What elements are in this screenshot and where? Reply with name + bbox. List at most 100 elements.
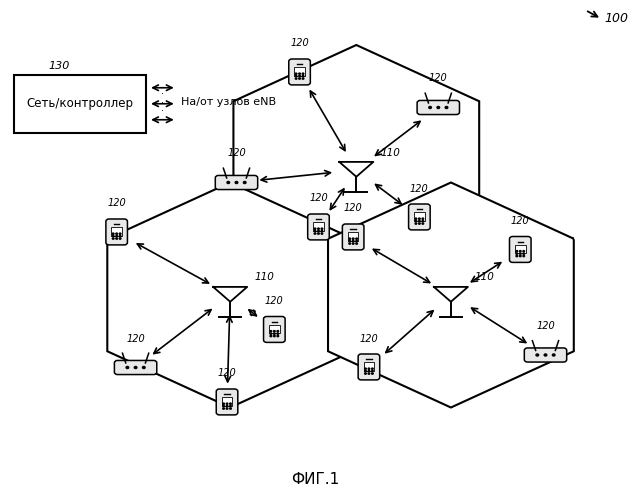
FancyBboxPatch shape [510, 236, 531, 262]
FancyBboxPatch shape [515, 244, 526, 254]
Circle shape [365, 370, 366, 372]
Circle shape [429, 106, 431, 108]
Text: 120: 120 [344, 204, 363, 214]
Text: 120: 120 [511, 216, 529, 226]
Text: 120: 120 [536, 321, 555, 331]
Text: 120: 120 [429, 74, 448, 84]
Circle shape [295, 78, 297, 79]
FancyBboxPatch shape [348, 232, 358, 241]
Circle shape [116, 233, 117, 234]
Text: ·
·
·: · · · [161, 90, 164, 116]
Circle shape [243, 182, 246, 184]
Circle shape [349, 243, 351, 244]
FancyBboxPatch shape [524, 348, 567, 362]
Circle shape [299, 78, 301, 79]
Circle shape [134, 366, 137, 368]
Circle shape [372, 373, 373, 374]
Circle shape [295, 76, 297, 77]
Circle shape [356, 238, 358, 240]
Circle shape [321, 233, 323, 234]
Circle shape [516, 250, 517, 252]
Circle shape [422, 223, 424, 224]
Circle shape [112, 233, 114, 234]
Circle shape [372, 368, 373, 370]
Circle shape [223, 408, 224, 409]
Circle shape [356, 240, 358, 242]
Circle shape [536, 354, 539, 356]
Text: 120: 120 [309, 194, 328, 203]
Text: 120: 120 [290, 38, 309, 48]
Circle shape [415, 218, 417, 220]
Circle shape [415, 220, 417, 222]
Circle shape [353, 240, 354, 242]
Polygon shape [434, 287, 468, 302]
Circle shape [226, 406, 228, 407]
Circle shape [226, 408, 228, 409]
Circle shape [353, 238, 354, 240]
Circle shape [223, 403, 224, 404]
Circle shape [349, 238, 351, 240]
Circle shape [116, 236, 117, 237]
FancyBboxPatch shape [342, 224, 364, 250]
Circle shape [299, 76, 301, 77]
Circle shape [365, 373, 366, 374]
Circle shape [523, 250, 524, 252]
Circle shape [321, 228, 323, 230]
Circle shape [415, 223, 417, 224]
FancyBboxPatch shape [222, 397, 232, 406]
Polygon shape [233, 45, 479, 270]
Text: 110: 110 [380, 148, 400, 158]
Circle shape [544, 354, 547, 356]
Circle shape [112, 238, 114, 239]
FancyBboxPatch shape [294, 67, 305, 76]
Circle shape [314, 230, 316, 232]
Circle shape [552, 354, 555, 356]
FancyBboxPatch shape [358, 354, 380, 380]
Circle shape [356, 243, 358, 244]
Circle shape [270, 333, 272, 334]
Polygon shape [107, 182, 353, 408]
Circle shape [119, 233, 121, 234]
Circle shape [519, 253, 521, 254]
Circle shape [349, 240, 351, 242]
FancyBboxPatch shape [307, 214, 329, 240]
Circle shape [302, 73, 304, 74]
Circle shape [418, 223, 420, 224]
FancyBboxPatch shape [414, 212, 425, 221]
Circle shape [368, 373, 370, 374]
Circle shape [372, 370, 373, 372]
Circle shape [368, 370, 370, 372]
FancyBboxPatch shape [264, 316, 285, 342]
Circle shape [368, 368, 370, 370]
Text: ФИГ.1: ФИГ.1 [291, 472, 339, 488]
Circle shape [235, 182, 238, 184]
Circle shape [516, 253, 517, 254]
Circle shape [226, 403, 228, 404]
Circle shape [119, 236, 121, 237]
Text: 110: 110 [475, 272, 495, 282]
Circle shape [119, 238, 121, 239]
Circle shape [302, 78, 304, 79]
Circle shape [302, 76, 304, 77]
Circle shape [273, 330, 275, 332]
Circle shape [299, 73, 301, 74]
FancyBboxPatch shape [216, 389, 238, 415]
FancyBboxPatch shape [417, 100, 460, 114]
FancyBboxPatch shape [114, 360, 157, 374]
Text: 130: 130 [49, 61, 70, 71]
Circle shape [445, 106, 448, 108]
Text: 120: 120 [227, 148, 246, 158]
FancyBboxPatch shape [106, 219, 127, 245]
Circle shape [418, 220, 420, 222]
Text: 110: 110 [254, 272, 274, 282]
Circle shape [318, 230, 320, 232]
Circle shape [321, 230, 323, 232]
Circle shape [523, 253, 524, 254]
Text: На/от узлов eNB: На/от узлов eNB [181, 97, 276, 108]
Circle shape [277, 330, 278, 332]
Circle shape [270, 330, 272, 332]
Text: 120: 120 [410, 184, 429, 194]
Text: Сеть/контроллер: Сеть/контроллер [27, 97, 134, 110]
Circle shape [277, 333, 278, 334]
Polygon shape [213, 287, 247, 302]
